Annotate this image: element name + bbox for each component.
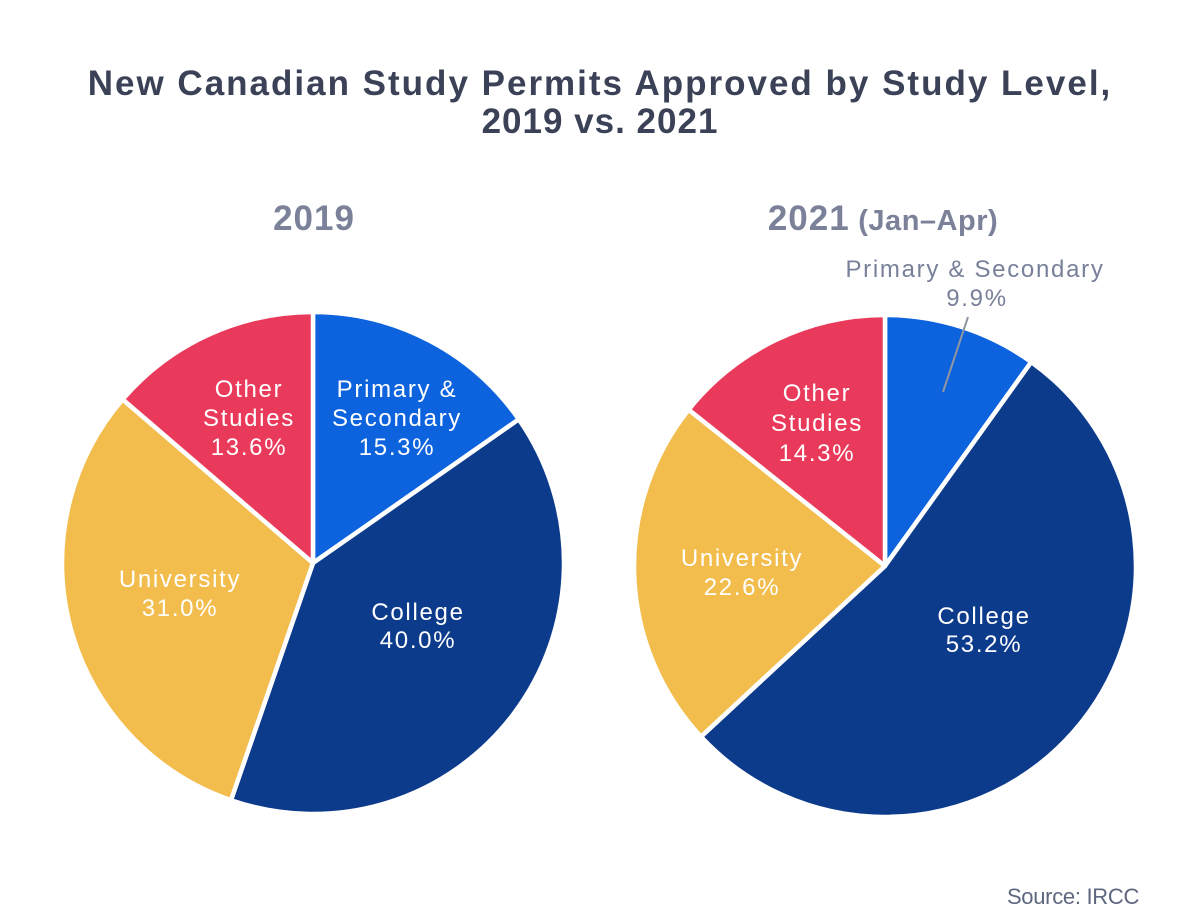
svg-text:13.6%: 13.6%: [211, 434, 288, 461]
svg-text:University: University: [681, 545, 803, 572]
svg-text:Other: Other: [215, 376, 284, 403]
svg-text:2019 vs. 2021: 2019 vs. 2021: [482, 102, 719, 141]
svg-text:College: College: [937, 603, 1030, 630]
svg-text:University: University: [119, 566, 241, 593]
svg-text:Primary & Secondary: Primary & Secondary: [845, 256, 1104, 283]
svg-text:22.6%: 22.6%: [704, 574, 781, 601]
svg-text:Source: IRCC: Source: IRCC: [1007, 884, 1140, 909]
svg-text:Primary &: Primary &: [337, 376, 458, 403]
svg-text:14.3%: 14.3%: [779, 440, 856, 467]
svg-text:2019: 2019: [273, 199, 355, 238]
svg-text:New Canadian Study Permits App: New Canadian Study Permits Approved by S…: [88, 64, 1113, 103]
svg-text:Studies: Studies: [771, 410, 863, 437]
svg-text:53.2%: 53.2%: [946, 631, 1023, 658]
svg-text:15.3%: 15.3%: [359, 434, 436, 461]
svg-text:College: College: [371, 599, 464, 626]
svg-text:31.0%: 31.0%: [142, 595, 219, 622]
svg-text:Studies: Studies: [203, 405, 295, 432]
svg-text:9.9%: 9.9%: [946, 285, 1008, 312]
svg-text:40.0%: 40.0%: [380, 627, 457, 654]
svg-text:Secondary: Secondary: [332, 405, 462, 432]
svg-text:2021 (Jan–Apr): 2021 (Jan–Apr): [768, 199, 998, 238]
svg-text:Other: Other: [783, 380, 852, 407]
